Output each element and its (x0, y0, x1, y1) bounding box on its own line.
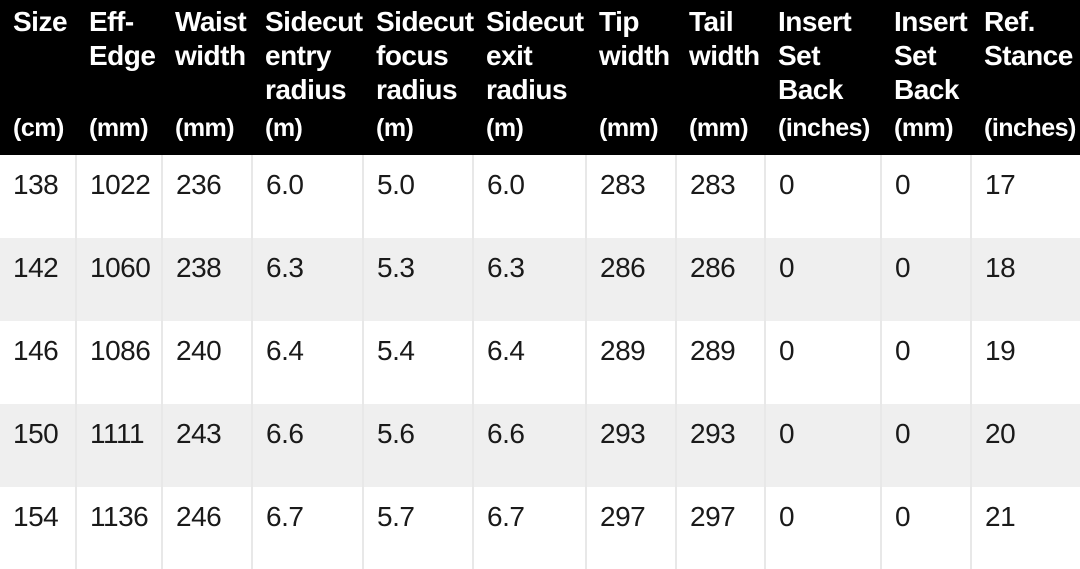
table-cell: 150 (0, 404, 76, 487)
table-cell: 6.4 (472, 321, 586, 404)
table-cell: 146 (0, 321, 76, 404)
table-cell: 236 (161, 155, 252, 238)
table-cell: 0 (880, 321, 971, 404)
table-cell: 6.4 (251, 321, 363, 404)
table-cell: 6.3 (472, 238, 586, 321)
column-header-sidecut-focus-radius: Sidecut focus radius (m) (363, 0, 474, 155)
column-header-sidecut-entry-radius: Sidecut entry radius (m) (252, 0, 363, 155)
table-cell: 289 (675, 321, 765, 404)
table-cell: 286 (585, 238, 676, 321)
table-cell: 17 (970, 155, 1080, 238)
column-unit: (m) (486, 114, 524, 142)
column-title: Insert Set Back (778, 6, 852, 105)
table-cell: 0 (880, 404, 971, 487)
table-row-size-142: 142 1060 238 6.3 5.3 6.3 286 286 0 0 18 (0, 238, 1080, 321)
table-cell: 246 (161, 487, 252, 569)
table-cell: 1060 (75, 238, 162, 321)
table-cell: 19 (970, 321, 1080, 404)
table-cell: 293 (675, 404, 765, 487)
table-cell: 6.0 (251, 155, 363, 238)
column-title: Sidecut entry radius (265, 6, 363, 105)
table-cell: 240 (161, 321, 252, 404)
table-cell: 1022 (75, 155, 162, 238)
column-unit: (m) (265, 114, 303, 142)
table-cell: 6.3 (251, 238, 363, 321)
table-cell: 283 (585, 155, 676, 238)
table-row-size-146: 146 1086 240 6.4 5.4 6.4 289 289 0 0 19 (0, 321, 1080, 404)
table-cell: 1111 (75, 404, 162, 487)
table-cell: 21 (970, 487, 1080, 569)
column-title: Eff- Edge (89, 6, 156, 71)
table-cell: 0 (764, 487, 881, 569)
table-cell: 6.6 (472, 404, 586, 487)
table-cell: 1136 (75, 487, 162, 569)
table-cell: 6.7 (472, 487, 586, 569)
table-cell: 5.6 (362, 404, 473, 487)
column-title: Waist width (175, 6, 247, 71)
table-cell: 18 (970, 238, 1080, 321)
table-cell: 5.3 (362, 238, 473, 321)
table-cell: 0 (764, 404, 881, 487)
column-title: Sidecut exit radius (486, 6, 584, 105)
column-header-insert-set-back-inches: Insert Set Back (inches) (765, 0, 881, 155)
table-cell: 0 (764, 238, 881, 321)
table-cell: 6.0 (472, 155, 586, 238)
column-unit: (mm) (175, 114, 235, 142)
column-title: Insert Set Back (894, 6, 968, 105)
table-row-size-150: 150 1111 243 6.6 5.6 6.6 293 293 0 0 20 (0, 404, 1080, 487)
column-title: Tip width (599, 6, 670, 71)
column-unit: (m) (376, 114, 414, 142)
table-cell: 0 (880, 487, 971, 569)
table-cell: 283 (675, 155, 765, 238)
table-cell: 0 (880, 155, 971, 238)
column-header-sidecut-exit-radius: Sidecut exit radius (m) (473, 0, 586, 155)
column-header-eff-edge: Eff- Edge (mm) (76, 0, 162, 155)
table-cell: 5.7 (362, 487, 473, 569)
table-cell: 142 (0, 238, 76, 321)
column-title: Tail width (689, 6, 760, 71)
column-header-insert-set-back-mm: Insert Set Back (mm) (881, 0, 971, 155)
table-cell: 5.4 (362, 321, 473, 404)
table-cell: 5.0 (362, 155, 473, 238)
column-unit: (mm) (689, 114, 749, 142)
column-header-tip-width: Tip width (mm) (586, 0, 676, 155)
header-row: Size (cm) Eff- Edge (mm) Waist width (mm… (0, 0, 1080, 155)
table-cell: 20 (970, 404, 1080, 487)
column-title: Ref. Stance (984, 6, 1073, 71)
table-cell: 6.6 (251, 404, 363, 487)
table-cell: 0 (764, 321, 881, 404)
column-header-tail-width: Tail width (mm) (676, 0, 765, 155)
table-cell: 297 (585, 487, 676, 569)
table-header: Size (cm) Eff- Edge (mm) Waist width (mm… (0, 0, 1080, 155)
column-unit: (inches) (778, 114, 870, 142)
table-cell: 0 (880, 238, 971, 321)
table-cell: 0 (764, 155, 881, 238)
table-cell: 238 (161, 238, 252, 321)
column-header-size: Size (cm) (0, 0, 76, 155)
table-cell: 286 (675, 238, 765, 321)
table-row-size-138: 138 1022 236 6.0 5.0 6.0 283 283 0 0 17 (0, 155, 1080, 238)
table-cell: 243 (161, 404, 252, 487)
table-cell: 154 (0, 487, 76, 569)
table-cell: 138 (0, 155, 76, 238)
table-cell: 297 (675, 487, 765, 569)
column-header-waist-width: Waist width (mm) (162, 0, 252, 155)
column-unit: (inches) (984, 114, 1076, 142)
table-cell: 293 (585, 404, 676, 487)
column-unit: (mm) (599, 114, 659, 142)
table-body: 138 1022 236 6.0 5.0 6.0 283 283 0 0 17 … (0, 155, 1080, 569)
column-unit: (mm) (894, 114, 954, 142)
column-unit: (mm) (89, 114, 149, 142)
table-cell: 6.7 (251, 487, 363, 569)
table-cell: 289 (585, 321, 676, 404)
column-unit: (cm) (13, 114, 64, 142)
column-title: Sidecut focus radius (376, 6, 474, 105)
column-header-ref-stance: Ref. Stance (inches) (971, 0, 1080, 155)
column-title: Size (13, 6, 68, 37)
table-cell: 1086 (75, 321, 162, 404)
table-row-size-154: 154 1136 246 6.7 5.7 6.7 297 297 0 0 21 (0, 487, 1080, 569)
